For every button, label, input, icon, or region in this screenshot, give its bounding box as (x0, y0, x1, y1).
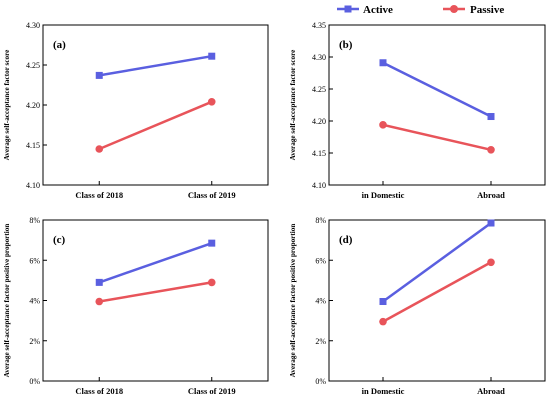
y-tick-label: 4.30 (312, 53, 326, 62)
y-tick-label: 4.15 (312, 149, 326, 158)
data-point-square (208, 239, 216, 247)
panel-label: (c) (53, 234, 66, 246)
panel-label: (a) (53, 39, 66, 51)
data-point-square (379, 298, 387, 306)
data-point-circle (379, 317, 387, 326)
y-tick-label: 0% (29, 377, 40, 386)
y-tick-label: 4.35 (312, 21, 326, 30)
chart-panel-a: 4.10 4.15 4.20 4.25 4.30 Class of 2018 Class o… (3, 21, 269, 200)
y-tick-label: 4% (29, 297, 40, 306)
panel-label: (b) (339, 39, 353, 51)
y-tick-label: 4% (315, 297, 326, 306)
y-axis-title: Average self-acceptance factor score (289, 50, 297, 161)
series-active (95, 52, 216, 79)
series-active (379, 219, 495, 306)
panel-label: (d) (339, 234, 353, 246)
legend-marker-square (344, 5, 352, 13)
series-active (379, 59, 495, 121)
series-line (99, 54, 212, 77)
plot-frame (328, 24, 546, 186)
data-point-circle (487, 258, 495, 267)
y-tick-label: 4.25 (26, 61, 40, 70)
legend-label: Passive (470, 4, 504, 16)
plot-frame (42, 219, 269, 382)
y-tick-label: 4.10 (312, 181, 326, 190)
legend-item-passive: Passive (443, 4, 504, 16)
data-point-square (95, 278, 103, 286)
data-point-square (95, 71, 103, 79)
y-tick-label: 4.20 (26, 101, 40, 110)
data-point-square (487, 113, 495, 121)
x-tick-label: Class of 2018 (75, 386, 123, 396)
series-line (382, 61, 492, 118)
x-tick-label: Class of 2018 (75, 190, 123, 200)
plot-frame (328, 219, 546, 382)
y-tick-label: 0% (315, 377, 326, 386)
x-tick-label: in Domestic (362, 190, 405, 200)
y-tick-label: 4.10 (26, 181, 40, 190)
series-line (99, 281, 212, 303)
data-point-circle (207, 278, 216, 287)
series-line (98, 100, 213, 151)
y-tick-label: 4.15 (26, 141, 40, 150)
series-line (382, 123, 492, 152)
legend-label: Active (363, 4, 393, 16)
chart-panel-b: 4.10 4.15 4.20 4.25 4.30 4.35 in Domestic Abroa… (289, 21, 546, 200)
series-line (382, 261, 492, 323)
y-tick-label: 2% (315, 337, 326, 346)
y-axis-title: Average self-acceptance factor positive … (3, 224, 11, 378)
x-tick-label: Abroad (477, 386, 505, 396)
data-point-circle (95, 145, 104, 153)
series-active (95, 239, 216, 286)
series-passive (379, 258, 495, 326)
x-tick-label: Class of 2019 (188, 190, 236, 200)
series-passive (95, 98, 216, 153)
data-point-square (208, 52, 216, 60)
data-point-circle (487, 146, 495, 154)
y-tick-label: 6% (29, 256, 40, 265)
series-passive (379, 121, 495, 154)
legend: Active Passive (337, 4, 504, 16)
data-point-circle (379, 121, 387, 129)
y-tick-label: 4.25 (312, 85, 326, 94)
legend-marker-circle (450, 5, 458, 13)
y-tick-label: 4.20 (312, 117, 326, 126)
x-tick-label: Abroad (477, 190, 505, 200)
data-point-circle (207, 98, 216, 106)
chart-panel-d: 0% 2% 4% 6% 8% in Domestic Abroad Average self-… (289, 216, 546, 396)
data-point-square (379, 59, 387, 67)
series-line (98, 241, 213, 284)
y-tick-label: 2% (29, 337, 40, 346)
y-tick-label: 8% (29, 216, 40, 225)
x-tick-label: in Domestic (362, 386, 405, 396)
panels: 4.10 4.15 4.20 4.25 4.30 Class of 2018 Class o… (3, 21, 546, 396)
x-tick-label: Class of 2019 (188, 386, 236, 396)
y-axis-title: Average self-acceptance factor score (3, 50, 11, 161)
y-tick-label: 8% (315, 216, 326, 225)
data-point-square (487, 219, 495, 227)
y-tick-label: 4.30 (26, 21, 40, 30)
y-axis-title: Average self-acceptance factor positive … (289, 224, 297, 378)
data-point-circle (95, 297, 104, 306)
series-line (382, 222, 492, 303)
y-tick-label: 6% (315, 256, 326, 265)
legend-item-active: Active (337, 4, 393, 16)
series-passive (95, 278, 216, 306)
chart-panel-c: 0% 2% 4% 6% 8% Class of 2018 Class of 2019 Aver… (3, 216, 269, 396)
plot-frame (42, 24, 269, 186)
